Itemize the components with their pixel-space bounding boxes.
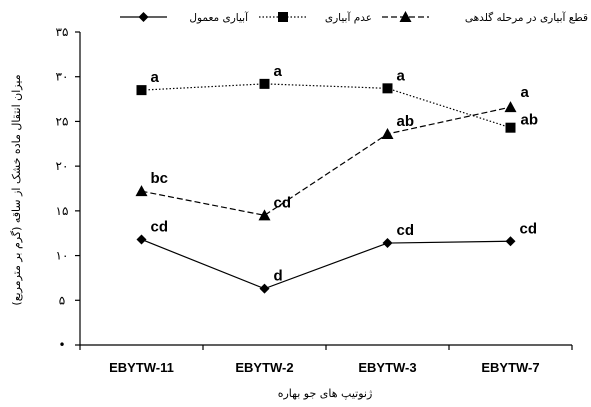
data-point-square [136, 85, 147, 96]
y-tick-label: ۲۵ [56, 114, 69, 128]
data-point-diamond [259, 283, 270, 294]
data-label: cd [274, 194, 292, 211]
data-label: a [274, 63, 283, 80]
legend: آبیاری معمول عدم آبیاری قطع آبیاری در مر… [120, 11, 588, 24]
data-point-triangle [381, 127, 394, 139]
data-label: ab [397, 113, 415, 130]
data-point-triangle [258, 209, 271, 221]
data-point-square [505, 122, 516, 133]
y-axis-title: میزان انتقال ماده خشک از ساقه (گرم بر مت… [10, 74, 23, 305]
series-line-3 [141, 106, 511, 216]
y-tick-label: ۵ [59, 293, 65, 307]
data-label: cd [520, 220, 538, 237]
data-point-diamond [505, 236, 516, 247]
y-tick-label: ۱۰ [56, 249, 69, 263]
data-label: ab [521, 112, 539, 129]
legend-label-series-3: قطع آبیاری در مرحله گلدهی [465, 11, 588, 24]
data-point-triangle [504, 101, 517, 113]
legend-label-series-2: عدم آبیاری [325, 11, 372, 24]
y-tick-label: ۳۵ [56, 25, 69, 39]
x-ticks: EBYTW-11 EBYTW-2 EBYTW-3 EBYTW-7 [79, 345, 573, 375]
y-tick-label: ۲۰ [56, 159, 69, 173]
x-category-label: EBYTW-11 [109, 360, 174, 375]
y-ticks: • ۵ ۱۰ ۱۵ ۲۰ ۲۵ ۳۰ ۳۵ [56, 25, 80, 352]
data-label: a [397, 67, 406, 84]
series-line-1 [141, 238, 511, 290]
data-label: cd [397, 222, 415, 239]
x-axis-title: ژنوتیپ های جو بهاره [278, 387, 373, 400]
data-labels: cd d cd cd a a a ab bc cd ab a [151, 63, 539, 285]
data-label: d [274, 268, 283, 285]
legend-square-marker [278, 12, 288, 22]
data-label: bc [151, 170, 169, 187]
x-category-label: EBYTW-2 [235, 360, 293, 375]
data-label: a [521, 84, 530, 101]
data-label: cd [151, 218, 169, 235]
data-label: a [151, 69, 160, 86]
legend-label-series-1: آبیاری معمول [189, 11, 249, 24]
series-layer [135, 78, 517, 294]
data-point-square [382, 83, 393, 94]
series-line-2 [141, 83, 511, 129]
x-category-label: EBYTW-3 [358, 360, 416, 375]
y-tick-label: ۱۵ [56, 204, 69, 218]
data-point-diamond [382, 238, 393, 249]
legend-triangle-marker [399, 11, 412, 22]
data-point-square [259, 78, 270, 89]
y-tick-label: ۳۰ [56, 70, 69, 84]
legend-diamond-marker [138, 12, 149, 22]
data-point-diamond [136, 234, 147, 245]
x-category-label: EBYTW-7 [481, 360, 539, 375]
y-tick-label: • [58, 338, 65, 352]
data-point-triangle [135, 185, 148, 197]
